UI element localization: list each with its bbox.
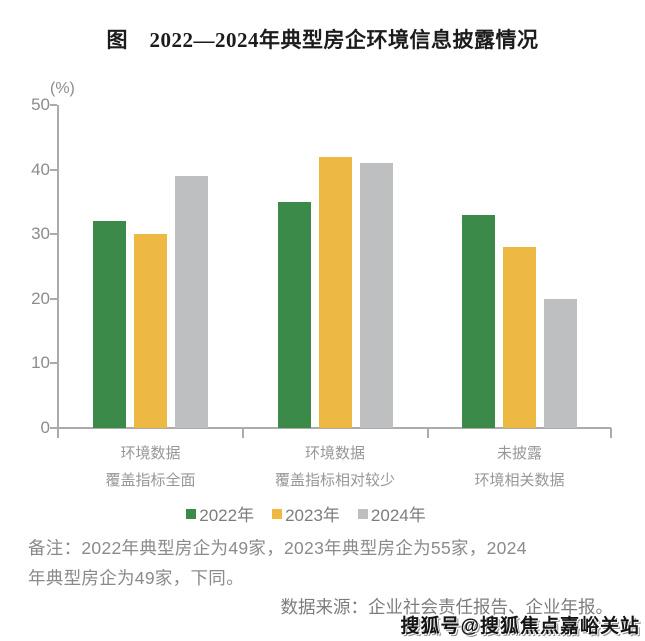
bar-2023年-group1 (134, 234, 167, 428)
x-tick-mark-1 (242, 428, 244, 438)
bar-2023年-group2 (318, 156, 352, 428)
bar-2022年-group1 (93, 221, 126, 428)
y-tick-mark-40 (50, 168, 57, 171)
watermark-text: 搜狐号@搜狐焦点嘉峪关站 (400, 616, 640, 637)
legend-item-2023年: 2023年 (272, 501, 340, 526)
chart-legend: 2022年 2023年 2024年 (0, 501, 612, 526)
footnote-line-1: 备注：2022年典型房企为49家，2023年典型房企为55家，2024 (28, 538, 527, 558)
y-tick-label-0: 0 (40, 418, 50, 437)
legend-item-2022年: 2022年 (186, 501, 254, 526)
legend-swatch-2024年 (357, 508, 368, 519)
x-category-label-1: 环境数据覆盖指标全面 (41, 440, 261, 494)
x-category-label-line: 环境相关数据 (474, 472, 565, 489)
x-tick-mark-0 (57, 428, 59, 438)
y-tick-mark-0 (50, 427, 57, 429)
bar-2024年-group2 (359, 163, 393, 428)
legend-swatch-2022年 (186, 508, 197, 519)
y-tick-mark-30 (50, 233, 57, 236)
x-tick-mark-2 (427, 428, 429, 438)
bar-2023年-group3 (503, 247, 536, 428)
y-tick-mark-10 (50, 362, 57, 365)
y-tick-label-20: 20 (31, 288, 50, 308)
y-tick-label-40: 40 (31, 159, 50, 179)
y-axis-unit-label: (%) (50, 80, 75, 97)
data-source-caption: 数据来源：企业社会责任报告、企业年报。 (280, 597, 614, 617)
legend-label-2022年: 2022年 (199, 506, 255, 525)
bar-2024年-group3 (544, 298, 577, 428)
bar-2022年-group3 (462, 214, 495, 428)
footnote: 备注：2022年典型房企为49家，2023年典型房企为55家，2024 年典型房… (28, 533, 633, 593)
x-category-label-line: 环境数据 (304, 445, 365, 462)
chart-title: 图 2022—2024年典型房企环境信息披露情况 (106, 28, 539, 52)
y-tick-mark-50 (50, 104, 57, 106)
x-category-label-line: 未披露 (496, 445, 542, 462)
y-tick-label-30: 30 (31, 224, 50, 244)
footnote-line-2: 年典型房企为49家，下同。 (28, 568, 244, 588)
x-category-label-line: 覆盖指标全面 (105, 472, 196, 489)
x-category-label-2: 环境数据覆盖指标相对较少 (225, 440, 445, 494)
bar-2024年-group1 (175, 176, 208, 428)
x-category-label-line: 覆盖指标相对较少 (274, 472, 395, 489)
x-category-label-line: 环境数据 (120, 445, 181, 462)
y-tick-mark-20 (50, 297, 57, 300)
legend-item-2024年: 2024年 (357, 501, 426, 526)
y-tick-label-50: 50 (31, 95, 50, 114)
x-tick-mark-3 (610, 428, 612, 438)
legend-swatch-2023年 (272, 508, 283, 519)
legend-label-2024年: 2024年 (370, 506, 426, 525)
legend-label-2023年: 2023年 (285, 506, 340, 525)
x-axis-line (57, 427, 611, 429)
bar-2022年-group2 (277, 201, 311, 428)
y-tick-label-10: 10 (31, 353, 50, 373)
x-category-label-3: 未披露 环境相关数据 (410, 440, 630, 494)
y-axis-line (57, 105, 59, 428)
